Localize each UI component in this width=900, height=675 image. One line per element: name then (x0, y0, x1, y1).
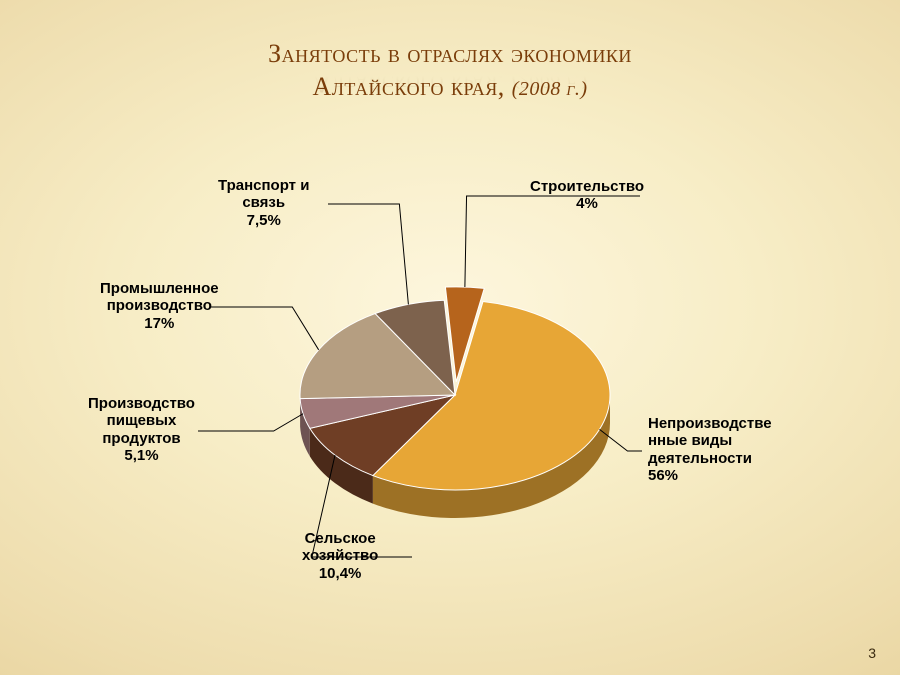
slice-label: Производство пищевых продуктов 5,1% (88, 395, 195, 464)
slice-label: Непроизводстве нные виды деятельности 56… (648, 415, 772, 484)
slice-label: Промышленное производство 17% (100, 280, 219, 332)
slice-label: Сельское хозяйство 10,4% (302, 530, 378, 582)
slice-label: Строительство 4% (530, 178, 644, 213)
slice-label: Транспорт и связь 7,5% (218, 177, 309, 229)
pie-chart (0, 0, 900, 675)
page-number: 3 (868, 645, 876, 661)
